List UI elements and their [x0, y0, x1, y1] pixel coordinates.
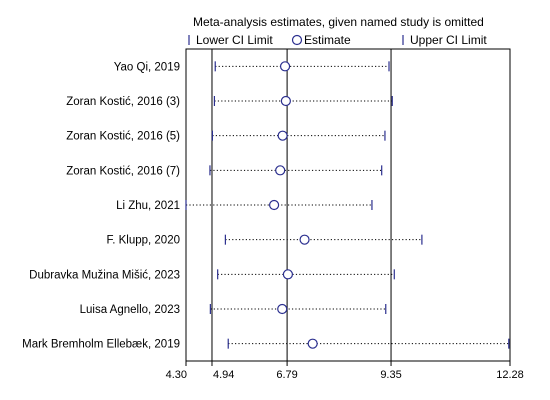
study-row: Zoran Kostić, 2016 (3) — [66, 95, 393, 108]
estimate-marker — [275, 165, 286, 176]
study-rows: Yao Qi, 2019 Zoran Kostić, 2016 (3) Zoran … — [22, 61, 510, 351]
study-label: F. Klupp, 2020 — [106, 235, 180, 247]
study-row: Luisa Agnello, 2023 — [80, 303, 387, 316]
study-row: Zoran Kostić, 2016 (7) — [66, 165, 383, 177]
study-row: Dubravka Mužina Mišić, 2023 — [29, 269, 395, 281]
study-label: Mark Bremholm Ellebæk, 2019 — [22, 339, 180, 351]
x-tick-label: 4.30 — [166, 369, 187, 381]
estimate-marker — [277, 303, 288, 315]
estimate-marker — [282, 269, 294, 280]
study-label: Luisa Agnello, 2023 — [80, 304, 180, 316]
legend-estimate-label: Estimate — [304, 33, 351, 47]
legend-upper-label: Upper CI Limit — [410, 33, 487, 47]
estimate-marker — [307, 338, 318, 349]
study-label: Zoran Kostić, 2016 (3) — [66, 96, 180, 108]
study-row: Yao Qi, 2019 — [114, 61, 390, 73]
estimate-marker — [277, 130, 288, 141]
study-row: Mark Bremholm Ellebæk, 2019 — [22, 338, 510, 351]
study-label: Dubravka Mužina Mišić, 2023 — [29, 269, 180, 281]
x-tick-label: 6.79 — [276, 369, 297, 381]
estimate-marker — [280, 95, 291, 107]
study-row: Li Zhu, 2021 — [116, 199, 373, 212]
x-tick-label: 4.94 — [213, 369, 234, 381]
study-row: F. Klupp, 2020 — [106, 234, 423, 247]
legend-estimate-marker — [291, 34, 303, 46]
study-label: Zoran Kostić, 2016 (7) — [66, 165, 180, 177]
x-axis-ticks: 4.30 4.94 6.79 9.35 12.28 — [166, 361, 524, 381]
estimate-marker — [279, 61, 291, 72]
legend-lower-label: Lower CI Limit — [196, 33, 273, 47]
x-tick-label: 12.28 — [496, 369, 524, 381]
study-row: Zoran Kostić, 2016 (5) — [66, 130, 386, 143]
estimate-marker — [299, 234, 310, 245]
estimate-marker — [269, 199, 280, 211]
reference-lines — [211, 49, 392, 361]
x-tick-label: 9.35 — [380, 369, 401, 381]
legend: Lower CI Limit Estimate Upper CI Limit — [188, 33, 487, 47]
study-label: Li Zhu, 2021 — [116, 200, 180, 212]
study-label: Zoran Kostić, 2016 (5) — [66, 131, 180, 143]
study-label: Yao Qi, 2019 — [114, 61, 180, 73]
chart-title: Meta-analysis estimates, given named stu… — [193, 15, 484, 29]
